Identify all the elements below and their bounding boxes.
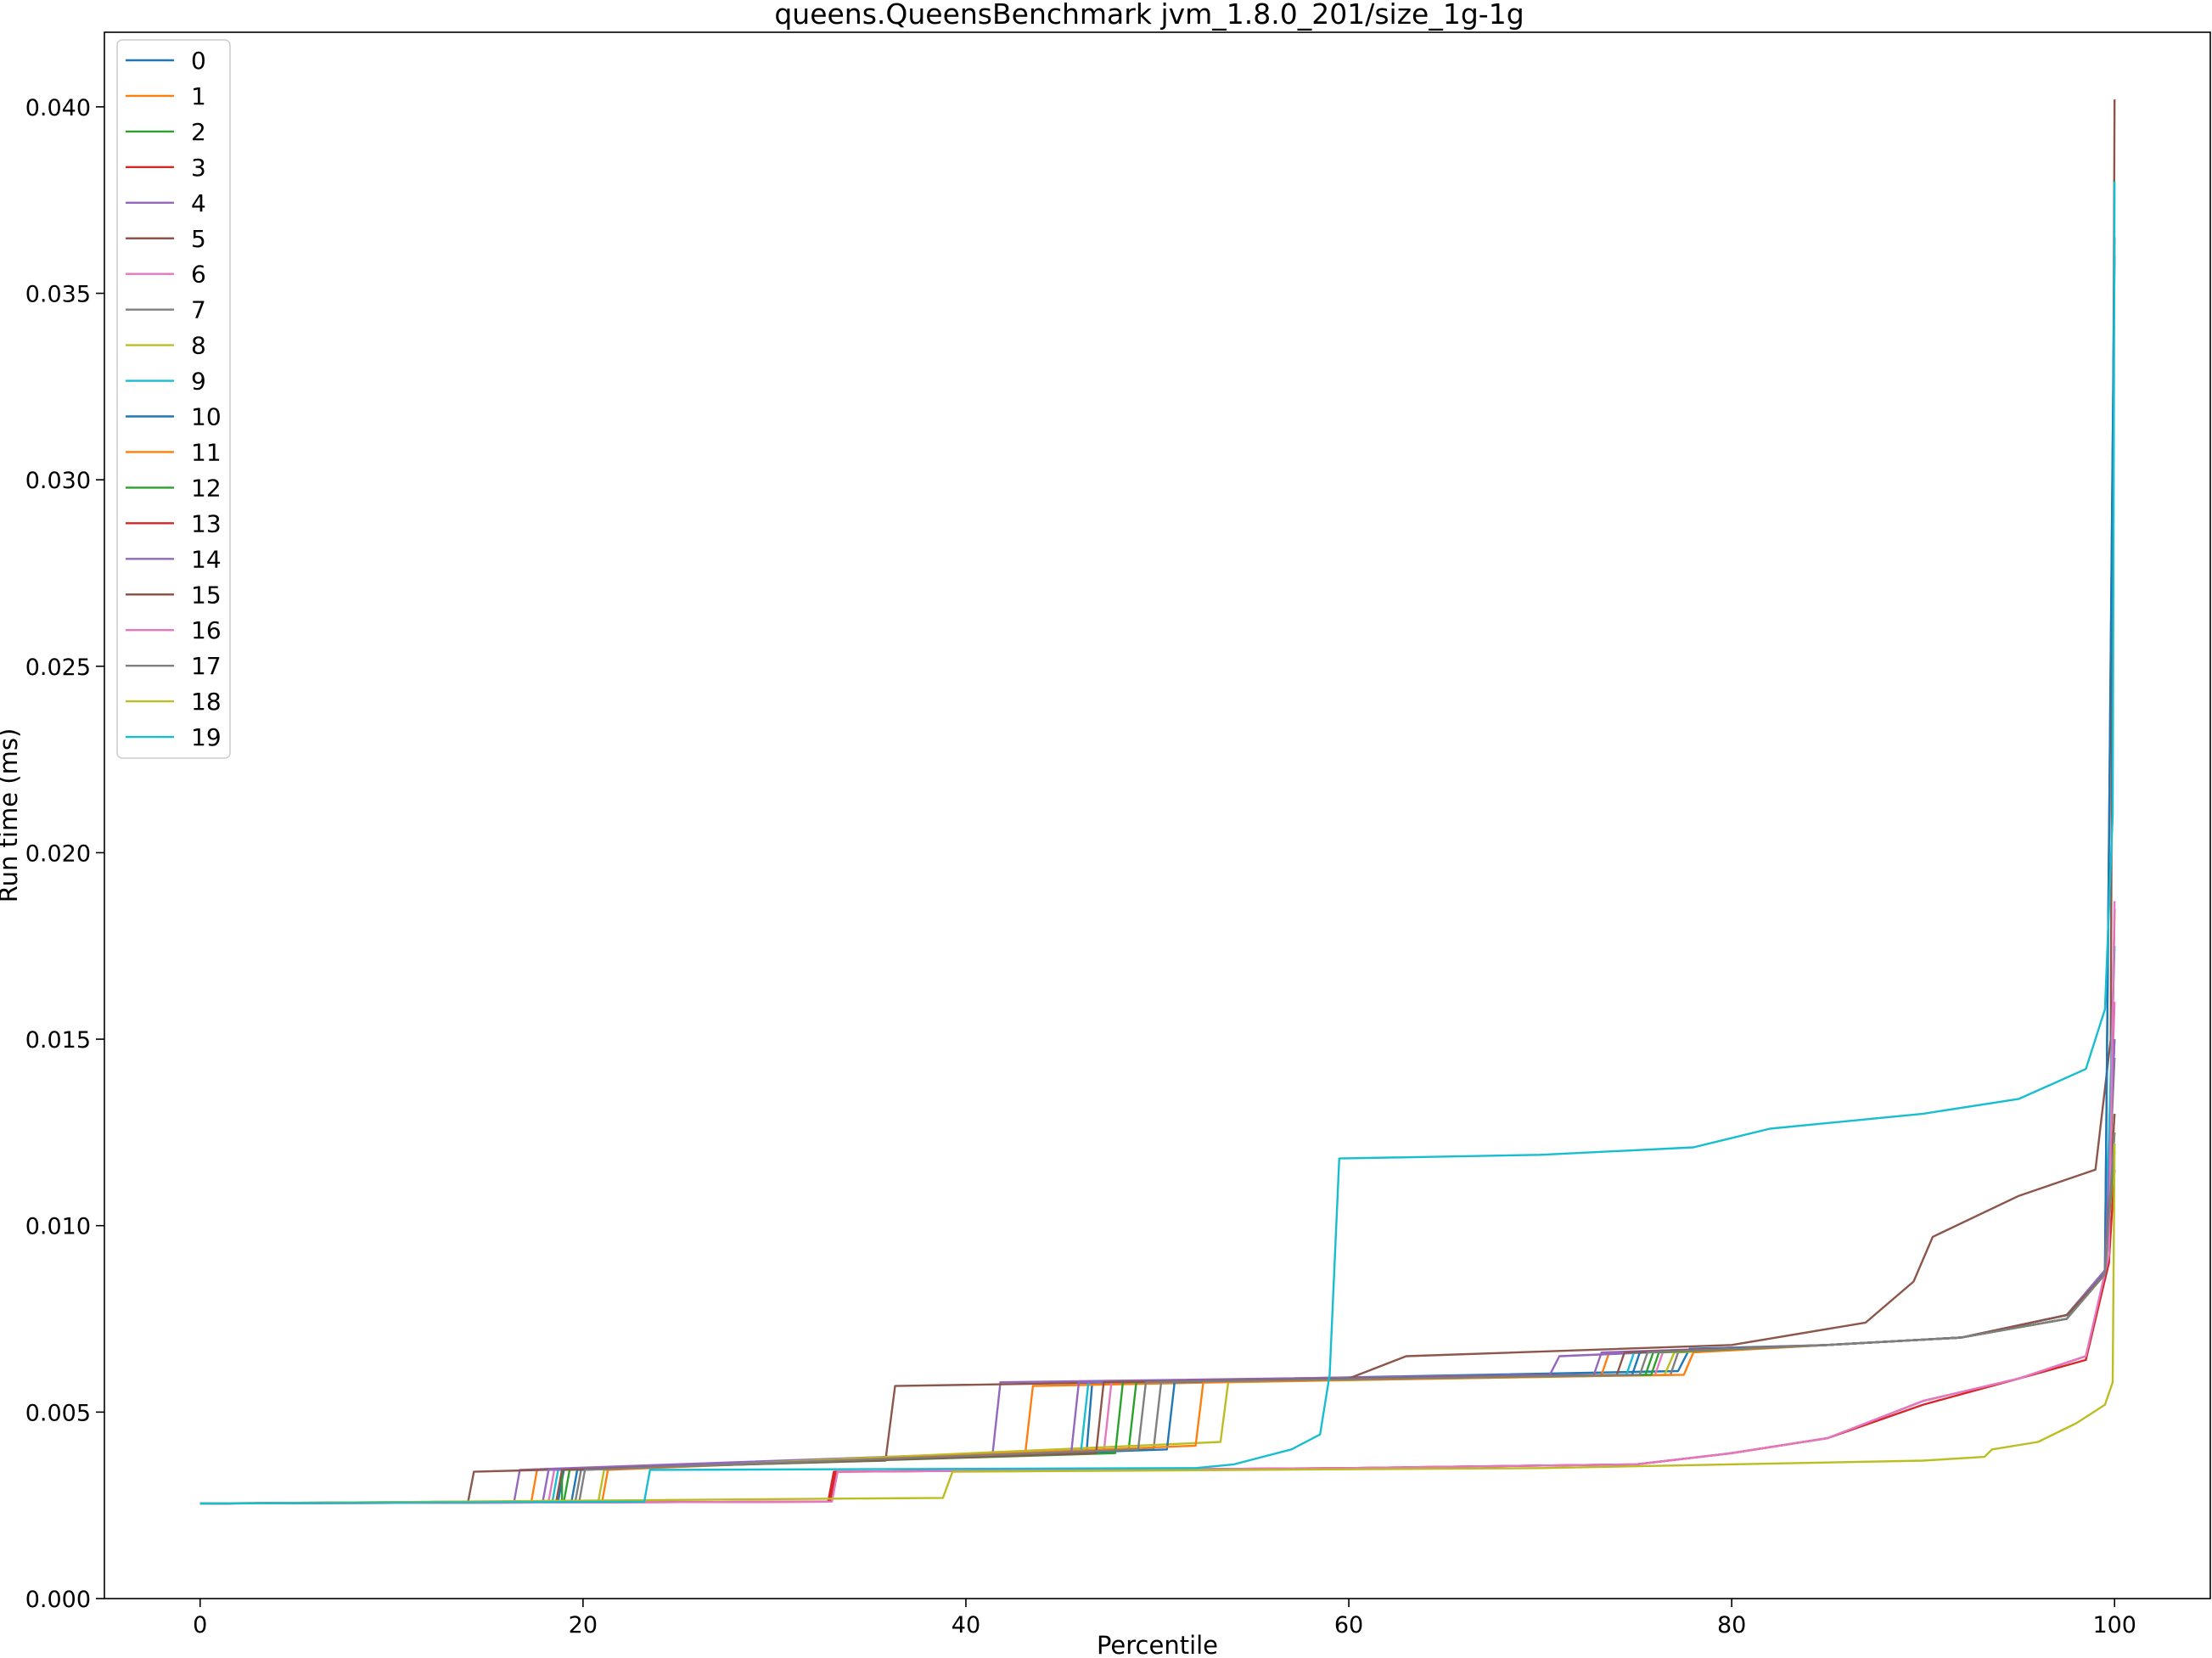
x-tick-label: 20 — [569, 1612, 598, 1638]
legend-label-19: 19 — [191, 723, 222, 751]
legend-label-3: 3 — [191, 154, 206, 182]
series-line-18 — [199, 1144, 2116, 1505]
y-axis-label: Run time (ms) — [0, 728, 23, 903]
legend-label-8: 8 — [191, 332, 206, 360]
y-tick-label: 0.025 — [25, 655, 91, 681]
y-tick-label: 0.030 — [25, 468, 91, 494]
y-tick-label: 0.035 — [25, 282, 91, 308]
legend-label-9: 9 — [191, 368, 206, 396]
y-tick-label: 0.005 — [25, 1400, 91, 1426]
plot-area-frame — [104, 31, 2211, 1599]
y-tick-label: 0.040 — [25, 95, 91, 121]
legend-label-6: 6 — [191, 261, 206, 289]
legend-label-17: 17 — [191, 652, 222, 680]
x-tick-label: 40 — [952, 1612, 980, 1638]
legend-box — [116, 39, 231, 759]
x-tick-label: 100 — [2092, 1612, 2136, 1638]
legend-label-12: 12 — [191, 474, 222, 502]
legend-label-15: 15 — [191, 581, 222, 609]
legend-label-10: 10 — [191, 403, 222, 431]
legend-label-4: 4 — [191, 189, 206, 217]
x-tick-label: 60 — [1334, 1612, 1363, 1638]
legend-label-7: 7 — [191, 296, 206, 324]
legend-label-5: 5 — [191, 225, 206, 253]
legend-label-18: 18 — [191, 688, 222, 716]
x-axis: 0 20 40 60 80 100 — [193, 1599, 2136, 1638]
x-tick-label: 0 — [193, 1612, 207, 1638]
y-axis: 0.000 0.005 0.010 0.015 0.020 0.025 0.030 0.035… — [25, 95, 104, 1613]
plot-lines — [199, 99, 2116, 1505]
series-line-19 — [199, 181, 2116, 1505]
series-line-17 — [199, 1132, 2116, 1505]
legend-label-2: 2 — [191, 118, 206, 146]
series-line-16 — [199, 901, 2116, 1505]
legend-label-11: 11 — [191, 438, 222, 466]
legend-label-13: 13 — [191, 509, 222, 537]
x-tick-label: 80 — [1717, 1612, 1746, 1638]
chart-title: queens.QueensBenchmark jvm_1.8.0_201/siz… — [774, 0, 1524, 31]
series-line-15 — [199, 1113, 2116, 1505]
legend-label-0: 0 — [191, 47, 206, 75]
x-axis-label: Percentile — [1097, 1631, 1218, 1658]
legend-label-1: 1 — [191, 82, 206, 110]
y-tick-label: 0.015 — [25, 1027, 91, 1054]
legend-label-16: 16 — [191, 616, 222, 644]
legend-label-14: 14 — [191, 545, 222, 573]
y-tick-label: 0.020 — [25, 840, 91, 867]
y-tick-label: 0.000 — [25, 1587, 91, 1613]
y-tick-label: 0.010 — [25, 1214, 91, 1240]
